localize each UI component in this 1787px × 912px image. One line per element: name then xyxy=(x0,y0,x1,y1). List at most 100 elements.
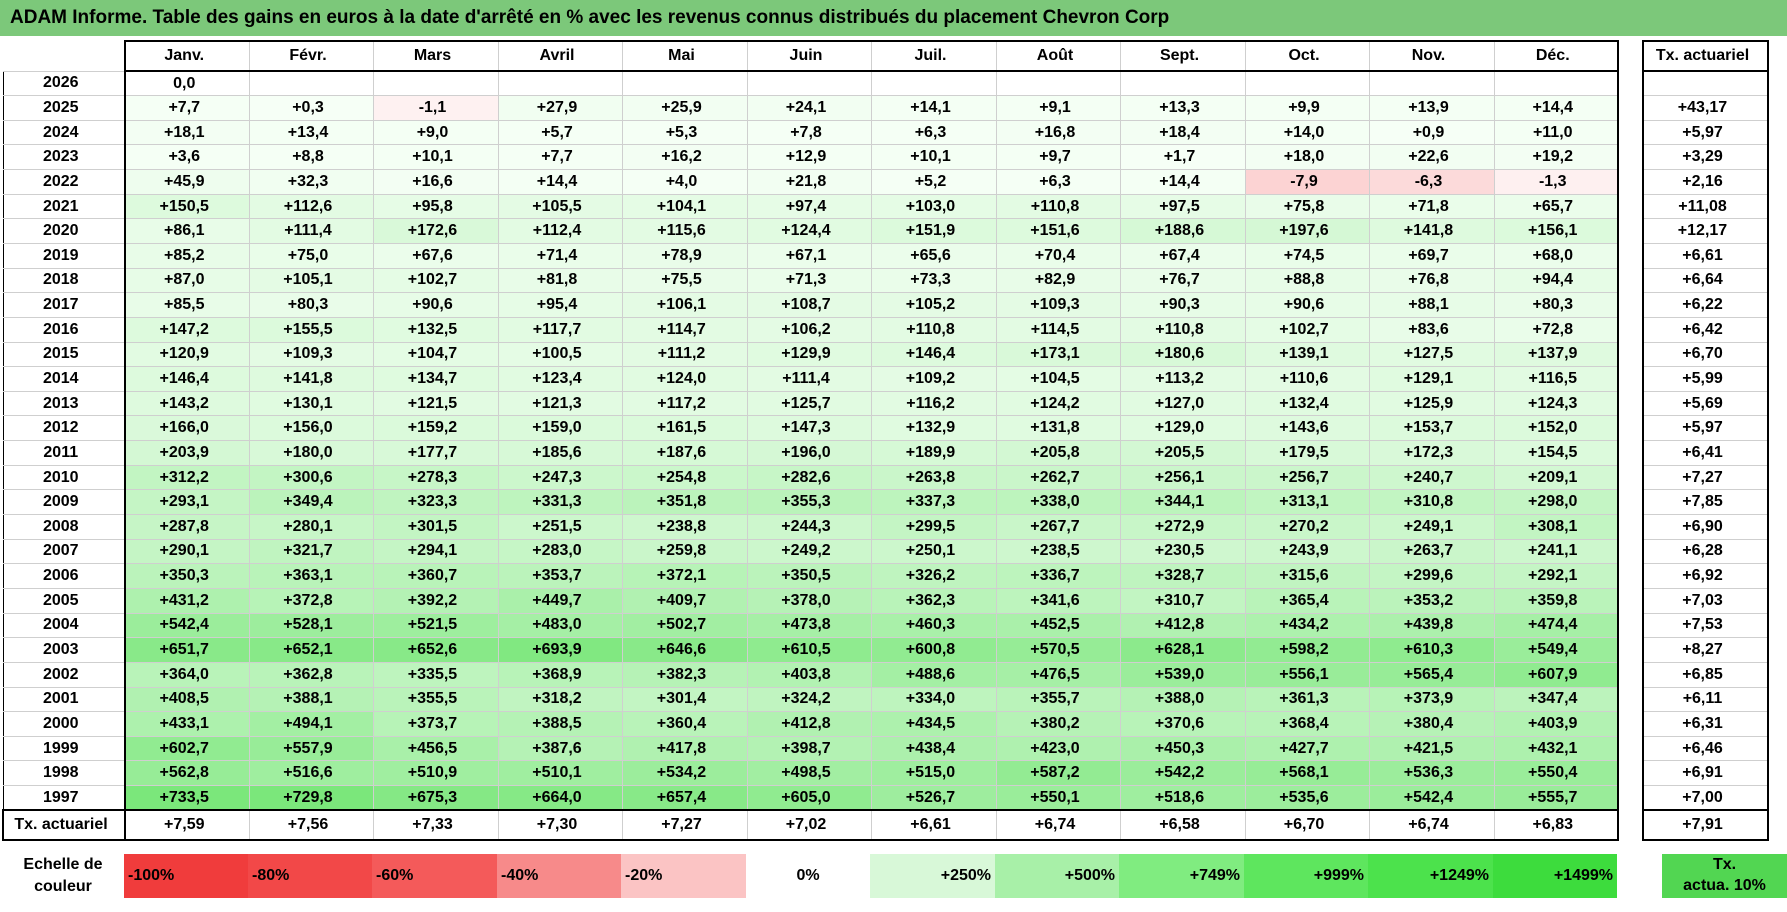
gain-cell: +75,8 xyxy=(1244,193,1370,220)
gain-cell: +75,0 xyxy=(248,242,374,269)
gain-cell: +12,9 xyxy=(746,144,872,171)
row-year: 2008 xyxy=(2,514,126,540)
column-gap xyxy=(1618,687,1643,712)
footer-tx-cell: +7,30 xyxy=(497,809,623,842)
column-gap xyxy=(1618,760,1643,786)
gain-cell: +483,0 xyxy=(497,612,623,639)
row-tx-actuariel: +12,17 xyxy=(1642,218,1769,244)
gain-cell: +209,1 xyxy=(1493,464,1619,491)
gain-cell: +100,5 xyxy=(497,341,623,368)
gain-cell: +13,4 xyxy=(248,119,374,146)
gain-cell: 0,0 xyxy=(124,70,250,97)
gain-cell: +427,7 xyxy=(1244,735,1370,762)
row-tx-actuariel xyxy=(1642,70,1769,97)
table-row: 2018 +87,0 +105,1 +102,7 +81,8 +75,5 +71,3 +73,… xyxy=(2,267,1769,294)
column-gap xyxy=(1618,613,1643,638)
table-row: 1998 +562,8 +516,6 +510,9 +510,1 +534,2 +498,5… xyxy=(2,760,1769,787)
gain-cell: +14,1 xyxy=(870,95,997,121)
row-tx-actuariel: +6,64 xyxy=(1642,267,1769,294)
column-gap xyxy=(1618,637,1643,663)
table-row: 2020 +86,1 +111,4 +172,6 +112,4 +115,6 +124,4 +… xyxy=(2,218,1769,244)
gain-cell: +412,8 xyxy=(746,711,872,737)
gain-cell: +102,7 xyxy=(372,267,499,294)
gain-cell: +341,6 xyxy=(995,587,1121,614)
gain-cell: +244,3 xyxy=(746,514,872,540)
gain-cell: +9,7 xyxy=(995,144,1121,171)
gain-cell: +565,4 xyxy=(1368,661,1495,688)
table-row: 2016 +147,2 +155,5 +132,5 +117,7 +114,7 +106,2… xyxy=(2,316,1769,343)
column-header-month: Avril xyxy=(497,40,623,72)
gain-cell: +80,3 xyxy=(248,292,374,318)
gain-cell: +350,3 xyxy=(124,563,250,589)
footer-label: Tx. actuariel xyxy=(2,809,126,842)
row-year: 2012 xyxy=(2,415,126,442)
gain-cell: +359,8 xyxy=(1493,587,1619,614)
footer-tx-cell: +6,74 xyxy=(995,809,1121,842)
column-gap xyxy=(1618,342,1643,367)
gain-cell: +373,9 xyxy=(1368,686,1495,713)
gain-cell: +8,8 xyxy=(248,144,374,171)
gain-cell: +6,3 xyxy=(870,119,997,146)
gain-cell: +310,8 xyxy=(1368,489,1495,516)
footer-tx-total: +7,91 xyxy=(1642,809,1769,842)
legend-swatch: -100% xyxy=(124,854,248,898)
gain-cell: +270,2 xyxy=(1244,514,1370,540)
row-tx-actuariel: +6,61 xyxy=(1642,242,1769,269)
row-tx-actuariel: +5,99 xyxy=(1642,366,1769,392)
gain-cell: +105,2 xyxy=(870,292,997,318)
column-gap xyxy=(1618,489,1643,515)
gain-cell: +188,6 xyxy=(1119,218,1246,244)
gain-cell: +549,4 xyxy=(1493,637,1619,663)
footer-tx-cell: +7,27 xyxy=(621,809,748,842)
gain-cell: +6,3 xyxy=(995,169,1121,195)
gain-cell: +372,1 xyxy=(621,563,748,589)
gain-cell: -6,3 xyxy=(1368,169,1495,195)
gain-cell xyxy=(621,70,748,97)
legend-swatch: +749% xyxy=(1119,854,1244,898)
gain-cell: +433,1 xyxy=(124,711,250,737)
gain-cell: +88,1 xyxy=(1368,292,1495,318)
gain-cell: +278,3 xyxy=(372,464,499,491)
gain-cell: +693,9 xyxy=(497,637,623,663)
gain-cell: +95,4 xyxy=(497,292,623,318)
gain-cell: +27,9 xyxy=(497,95,623,121)
row-tx-actuariel: +7,00 xyxy=(1642,785,1769,811)
gain-cell: +652,1 xyxy=(248,637,374,663)
gain-cell: +310,7 xyxy=(1119,587,1246,614)
gain-cell: +151,9 xyxy=(870,218,997,244)
column-gap xyxy=(1618,662,1643,688)
gain-cell: +172,3 xyxy=(1368,440,1495,466)
gain-cell: +45,9 xyxy=(124,169,250,195)
gain-cell: +450,3 xyxy=(1119,735,1246,762)
row-year: 2000 xyxy=(2,711,126,737)
gain-cell: +24,1 xyxy=(746,95,872,121)
gain-cell: +251,5 xyxy=(497,514,623,540)
row-tx-actuariel: +43,17 xyxy=(1642,95,1769,121)
gain-cell: +147,3 xyxy=(746,415,872,442)
column-header-month: Janv. xyxy=(124,40,250,72)
gain-cell: +152,0 xyxy=(1493,415,1619,442)
row-tx-actuariel: +5,97 xyxy=(1642,415,1769,442)
gain-cell: +263,8 xyxy=(870,464,997,491)
gain-cell: +177,7 xyxy=(372,440,499,466)
gain-cell: +280,1 xyxy=(248,514,374,540)
gain-cell: +10,1 xyxy=(870,144,997,171)
row-year: 2009 xyxy=(2,489,126,516)
table-row: 2008 +287,8 +280,1 +301,5 +251,5 +238,8 +244,3… xyxy=(2,514,1769,540)
gain-cell: +115,6 xyxy=(621,218,748,244)
gain-cell: +121,5 xyxy=(372,390,499,417)
gain-cell xyxy=(746,70,872,97)
column-gap xyxy=(1618,243,1643,269)
gain-cell: +628,1 xyxy=(1119,637,1246,663)
gain-cell: +292,1 xyxy=(1493,563,1619,589)
gain-cell: +124,2 xyxy=(995,390,1121,417)
row-tx-actuariel: +8,27 xyxy=(1642,637,1769,663)
gain-cell: +452,5 xyxy=(995,612,1121,639)
footer-tx-cell: +7,59 xyxy=(124,809,250,842)
gain-cell: +434,2 xyxy=(1244,612,1370,639)
gain-cell: +241,1 xyxy=(1493,538,1619,565)
gain-cell: +521,5 xyxy=(372,612,499,639)
gain-cell: +272,9 xyxy=(1119,514,1246,540)
gain-cell: +86,1 xyxy=(124,218,250,244)
column-header-tx: Tx. actuariel xyxy=(1642,40,1769,72)
